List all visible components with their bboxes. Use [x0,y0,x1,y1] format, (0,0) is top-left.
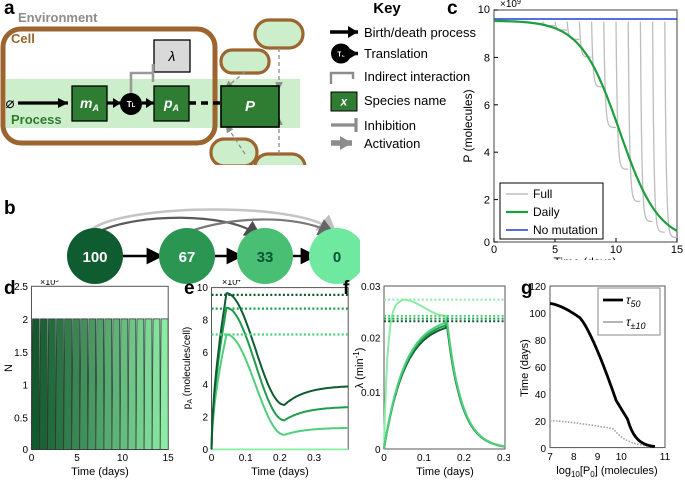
svg-text:0.5: 0.5 [14,414,28,425]
svg-text:0: 0 [375,445,381,456]
svg-text:4: 4 [202,380,208,391]
svg-text:2: 2 [202,413,208,424]
svg-text:33: 33 [257,249,274,266]
svg-text:λ (min-1): λ (min-1) [352,348,366,389]
svg-text:0.1: 0.1 [417,453,431,464]
svg-text:Full: Full [533,187,552,201]
svg-text:40: 40 [535,390,547,401]
svg-text:0: 0 [381,453,387,464]
svg-text:0: 0 [29,453,35,464]
svg-text:0: 0 [484,237,490,249]
svg-text:λ: λ [168,48,176,64]
svg-text:0.02: 0.02 [361,333,381,344]
svg-text:P (molecules): P (molecules) [461,89,475,162]
svg-text:0: 0 [491,244,497,256]
svg-text:Daily: Daily [533,205,560,219]
svg-text:0.3: 0.3 [497,453,510,464]
svg-text:0: 0 [540,444,546,455]
svg-text:100: 100 [529,309,546,320]
svg-text:Time (days): Time (days) [554,255,617,260]
svg-text:10: 10 [478,4,490,16]
svg-text:Environment: Environment [18,10,98,25]
svg-text:Inhibition: Inhibition [364,118,416,133]
svg-text:10: 10 [117,453,129,464]
svg-text:0: 0 [202,445,208,456]
svg-text:x: x [340,95,349,109]
svg-text:Process: Process [11,112,62,127]
svg-text:8: 8 [571,452,577,463]
svg-text:log10[P0] (molecules): log10[P0] (molecules) [556,465,657,479]
svg-text:1: 1 [22,381,28,392]
svg-text:2: 2 [484,195,490,207]
svg-text:120: 120 [529,282,546,293]
svg-text:11: 11 [660,452,671,463]
svg-text:100: 100 [82,249,107,266]
svg-text:7: 7 [547,452,553,463]
svg-text:0.2: 0.2 [273,453,287,464]
svg-text:2: 2 [22,315,28,326]
svg-text:0: 0 [333,249,341,266]
svg-text:0.1: 0.1 [239,453,253,464]
svg-text:9: 9 [595,452,601,463]
svg-text:60: 60 [535,363,547,374]
svg-text:0.03: 0.03 [361,282,381,293]
svg-text:Activation: Activation [364,136,420,151]
svg-text:Time (days): Time (days) [519,339,531,397]
svg-text:No mutation: No mutation [533,223,598,237]
svg-text:10: 10 [197,283,209,294]
svg-text:⌀: ⌀ [5,95,14,112]
svg-text:0.01: 0.01 [361,388,381,399]
svg-text:80: 80 [535,336,547,347]
svg-text:20: 20 [535,417,547,428]
svg-text:Indirect interaction: Indirect interaction [364,69,470,84]
svg-text:15: 15 [671,244,683,256]
svg-text:67: 67 [179,249,196,266]
svg-text:P: P [245,98,256,115]
svg-text:8: 8 [484,52,490,64]
svg-text:10: 10 [616,452,628,463]
svg-text:15: 15 [163,453,175,464]
svg-text:6: 6 [484,100,490,112]
svg-text:1.5: 1.5 [14,348,28,359]
svg-text:4: 4 [484,147,490,159]
svg-text:Cell: Cell [11,31,35,46]
svg-text:2.5: 2.5 [14,282,28,293]
svg-text:×104: ×104 [222,280,241,287]
svg-text:6: 6 [202,348,208,359]
svg-text:8: 8 [202,315,208,326]
svg-text:5: 5 [74,453,80,464]
svg-text:Time (days): Time (days) [416,466,474,478]
svg-text:Species name: Species name [364,93,446,108]
svg-text:0: 0 [209,453,215,464]
svg-text:pA (molecules/cell): pA (molecules/cell) [182,327,194,409]
svg-text:0: 0 [22,445,28,456]
svg-text:0.2: 0.2 [457,453,471,464]
svg-text:Time (days): Time (days) [71,466,129,478]
svg-text:Time (days): Time (days) [251,466,309,478]
svg-text:Translation: Translation [364,46,428,61]
svg-text:0.3: 0.3 [307,453,321,464]
svg-text:×109: ×109 [500,0,521,10]
svg-text:Key: Key [373,0,401,17]
svg-text:N: N [3,364,15,372]
